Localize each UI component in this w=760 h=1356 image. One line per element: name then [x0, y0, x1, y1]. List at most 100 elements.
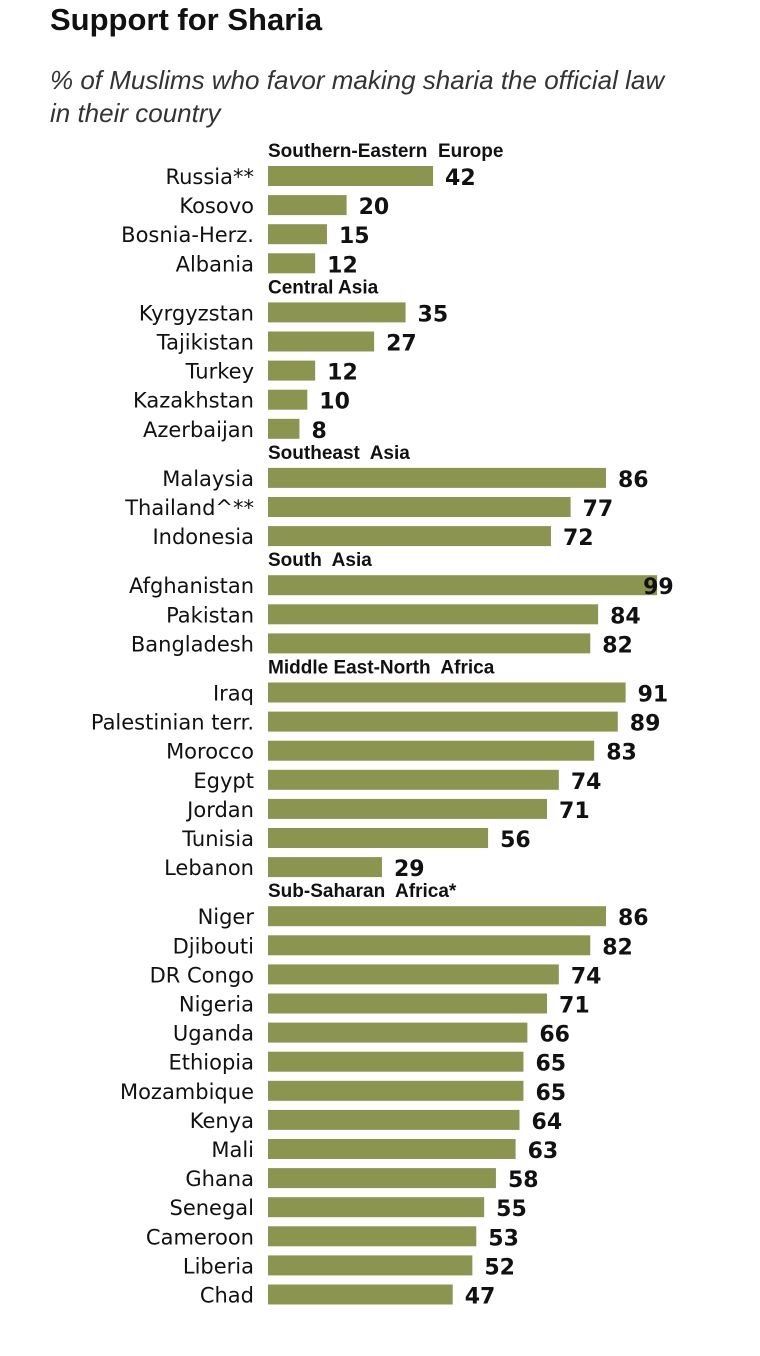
group-heading-southern-eastern-europe: Southern-Eastern Europe: [268, 141, 503, 162]
value-label-ghana: 58: [508, 1168, 539, 1193]
value-label-morocco: 83: [606, 741, 637, 766]
bar-liberia: [268, 1255, 473, 1276]
chart-subtitle: % of Muslims who favor making sharia the…: [50, 65, 665, 128]
chart-title: Support for Sharia: [50, 2, 323, 37]
bar-jordan: [268, 798, 548, 819]
value-label-kosovo: 20: [359, 195, 390, 220]
value-label-jordan: 71: [559, 799, 590, 824]
bar-bangladesh: [268, 633, 591, 654]
bar-senegal: [268, 1197, 485, 1218]
category-label-liberia: Liberia: [183, 1254, 254, 1278]
value-label-senegal: 55: [496, 1197, 527, 1222]
value-label-afghanistan: 99: [643, 575, 674, 600]
bar-morocco: [268, 740, 595, 761]
value-label-bosnia-herz: 15: [339, 224, 370, 249]
bar-turkey: [268, 360, 316, 381]
value-label-thailand: 77: [583, 497, 614, 522]
category-label-turkey: Turkey: [185, 360, 254, 384]
value-label-chad: 47: [465, 1285, 496, 1310]
bar-lebanon: [268, 857, 382, 878]
category-label-russia: Russia**: [165, 165, 254, 189]
category-label-mali: Mali: [211, 1138, 254, 1162]
bar-uganda: [268, 1022, 528, 1043]
bar-iraq: [268, 682, 626, 703]
category-label-chad: Chad: [200, 1284, 254, 1308]
category-label-bosnia-herz: Bosnia-Herz.: [121, 223, 254, 247]
value-label-kyrgyzstan: 35: [418, 302, 449, 327]
category-label-morocco: Morocco: [166, 740, 254, 764]
value-label-indonesia: 72: [563, 526, 594, 551]
category-label-kosovo: Kosovo: [179, 194, 254, 218]
bar-bosnia-herz: [268, 224, 327, 245]
category-label-cameroon: Cameroon: [146, 1225, 254, 1249]
value-label-nigeria: 71: [559, 994, 590, 1019]
bar-niger: [268, 906, 606, 927]
value-label-ethiopia: 65: [535, 1052, 566, 1077]
value-label-niger: 86: [618, 906, 649, 931]
category-label-tajikistan: Tajikistan: [156, 331, 254, 355]
category-label-niger: Niger: [198, 905, 255, 929]
bar-ghana: [268, 1168, 496, 1189]
category-label-iraq: Iraq: [213, 682, 254, 706]
category-label-uganda: Uganda: [173, 1022, 254, 1046]
group-heading-middle-east-north-africa: Middle East-North Africa: [268, 658, 495, 679]
bar-azerbaijan: [268, 418, 300, 439]
value-label-egypt: 74: [571, 770, 602, 795]
value-label-dr-congo: 74: [571, 964, 602, 989]
value-label-uganda: 66: [539, 1023, 570, 1048]
bar-chad: [268, 1284, 453, 1305]
bar-palestinian-terr: [268, 711, 618, 732]
bar-djibouti: [268, 935, 591, 956]
bar-kosovo: [268, 195, 347, 216]
group-heading-central-asia: Central Asia: [268, 277, 379, 298]
bar-kazakhstan: [268, 389, 308, 410]
category-label-ethiopia: Ethiopia: [168, 1051, 254, 1075]
value-label-bangladesh: 82: [602, 633, 633, 658]
category-label-thailand: Thailand^**: [124, 496, 254, 520]
bar-afghanistan: [268, 575, 658, 596]
bar-nigeria: [268, 993, 548, 1014]
category-label-ghana: Ghana: [185, 1167, 254, 1191]
value-label-djibouti: 82: [602, 935, 633, 960]
bar-dr-congo: [268, 964, 559, 985]
bar-pakistan: [268, 604, 599, 625]
bar-albania: [268, 253, 316, 274]
value-label-tajikistan: 27: [386, 332, 417, 357]
group-heading-sub-saharan-africa: Sub-Saharan Africa*: [268, 881, 457, 902]
value-label-azerbaijan: 8: [311, 419, 326, 444]
category-label-kazakhstan: Kazakhstan: [133, 389, 254, 413]
category-label-senegal: Senegal: [169, 1196, 254, 1220]
value-label-tunisia: 56: [500, 828, 531, 853]
bar-tunisia: [268, 828, 489, 848]
value-label-iraq: 91: [638, 683, 669, 708]
category-label-mozambique: Mozambique: [120, 1080, 254, 1104]
bar-mozambique: [268, 1080, 524, 1101]
group-heading-south-asia: South Asia: [268, 550, 372, 571]
value-label-cameroon: 53: [488, 1226, 519, 1251]
category-label-palestinian-terr: Palestinian terr.: [91, 711, 254, 735]
group-heading-southeast-asia: Southeast Asia: [268, 443, 410, 464]
category-label-azerbaijan: Azerbaijan: [143, 418, 254, 442]
category-label-jordan: Jordan: [185, 798, 254, 822]
category-label-kenya: Kenya: [190, 1109, 254, 1133]
category-label-lebanon: Lebanon: [164, 856, 254, 880]
bar-tajikistan: [268, 331, 375, 352]
value-label-russia: 42: [445, 166, 476, 191]
bar-cameroon: [268, 1226, 477, 1247]
value-label-pakistan: 84: [610, 604, 641, 629]
value-label-malaysia: 86: [618, 468, 649, 493]
value-label-palestinian-terr: 89: [630, 712, 661, 737]
category-label-egypt: Egypt: [193, 769, 254, 793]
bar-malaysia: [268, 467, 606, 488]
bar-russia: [268, 166, 434, 186]
value-label-liberia: 52: [484, 1255, 515, 1280]
bar-kenya: [268, 1109, 520, 1130]
category-label-dr-congo: DR Congo: [150, 963, 254, 987]
bar-mali: [268, 1139, 516, 1159]
category-label-indonesia: Indonesia: [152, 525, 254, 549]
category-label-bangladesh: Bangladesh: [131, 632, 254, 656]
value-label-lebanon: 29: [394, 857, 425, 882]
category-label-pakistan: Pakistan: [166, 603, 254, 627]
bar-indonesia: [268, 526, 551, 547]
